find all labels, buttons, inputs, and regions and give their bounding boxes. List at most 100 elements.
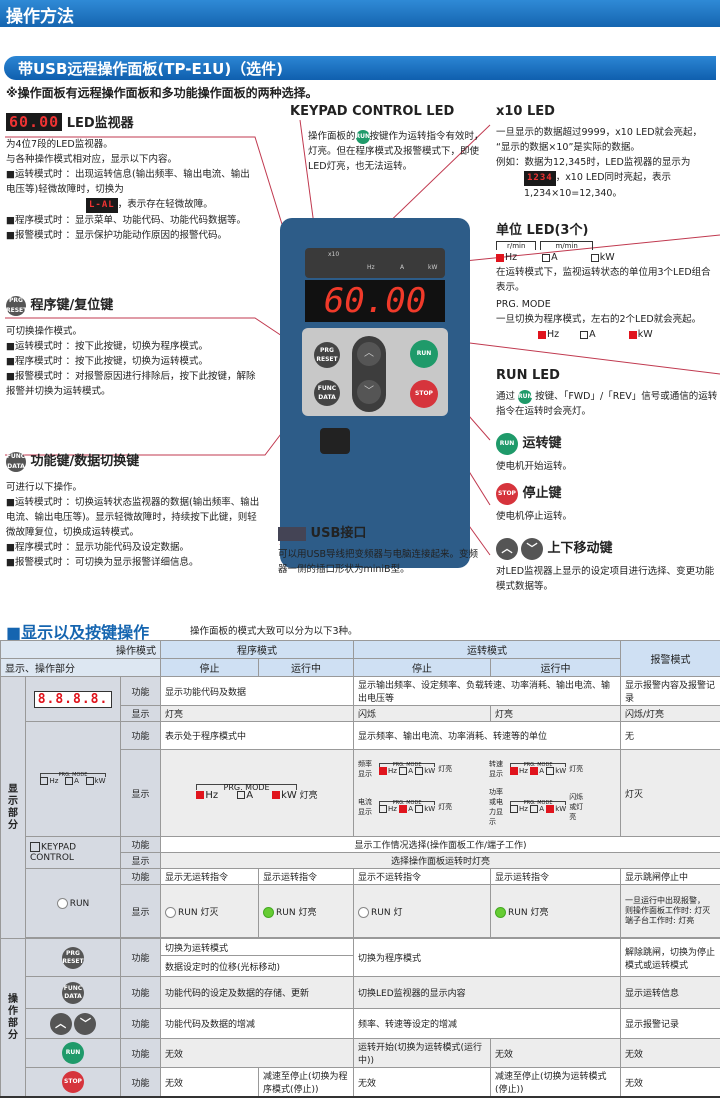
x10-example-digits: 1234 <box>524 171 556 186</box>
mode-label: ■运转模式时 ： <box>6 169 75 180</box>
mode-label: ■报警模式时 ： <box>6 557 75 568</box>
kw-led-indicator <box>629 331 637 339</box>
row-type: 功能 <box>121 677 161 706</box>
header-running: 运行中 <box>491 659 621 677</box>
cell: 频率、转速等设定的增减 <box>354 1009 621 1039</box>
table-row: ︿ ﹀功能功能代码及数据的增减频率、转速等设定的增减显示报警记录 <box>1 1009 720 1039</box>
run-key-title: 运转键 <box>523 436 562 451</box>
unit: A <box>589 329 596 340</box>
panel-display: 60.00 <box>305 280 445 322</box>
row-type: 显示 <box>121 853 161 869</box>
func-data-icon: FUNC DATA <box>62 982 84 1004</box>
cell: RUN 灯灭 <box>178 908 218 918</box>
run-led-label: RUN <box>70 899 90 909</box>
stop-button[interactable]: STOP <box>410 380 438 408</box>
up-arrow-icon: ︿ <box>50 1013 72 1035</box>
text: 对LED监视器上显示的设定项目进行选择、变更功能模式数据等。 <box>496 564 718 594</box>
usb-title: USB接口 <box>311 526 367 541</box>
updown-key-title: 上下移动键 <box>548 541 613 556</box>
cell: 减速至停止(切换为程序模式(停止)) <box>259 1068 354 1098</box>
group-operation: 操作部分 <box>1 939 26 1098</box>
cell: 端子台工作时: 灯亮 <box>625 916 716 926</box>
cell: 无效 <box>491 1039 621 1068</box>
text: 在运转模式下，监视运转状态的单位用3个LED组合表示。 <box>496 265 718 295</box>
cell: 闪烁 <box>354 706 491 722</box>
prg-reset-icon: PRG RESET <box>62 947 84 969</box>
header-mode: 操作模式 <box>1 641 161 659</box>
row-type: 显示 <box>121 706 161 722</box>
mode-label: ■运转模式时 ： <box>6 497 75 508</box>
cell: 数据设定时的位移(光标移动) <box>161 956 354 977</box>
unit-led-hz <box>379 767 387 775</box>
cell: RUN 灯 <box>371 908 402 918</box>
mode-label: ■报警模式时 ： <box>6 371 75 382</box>
updown-key-block: ︿﹀ 上下移动键 对LED监视器上显示的设定项目进行选择、变更功能模式数据等。 <box>496 537 718 594</box>
unit: kW <box>600 252 615 263</box>
run-icon: RUN <box>62 1042 84 1064</box>
up-button[interactable]: ︿ <box>357 342 381 366</box>
text: 操作面板的 <box>308 131 356 142</box>
cell: 显示跳闸停止中 <box>621 869 720 885</box>
row-type: 功能 <box>121 1009 161 1039</box>
kw-led-indicator <box>591 254 599 262</box>
header-stop: 停止 <box>161 659 259 677</box>
run-led-block: RUN LED 通过 RUN 按键、「FWD」/「REV」信号或通信的运转指令在… <box>496 368 718 419</box>
prg-mode-label: PRG. MODE <box>496 297 718 312</box>
rmin-label: r/min <box>496 241 536 250</box>
mode-text: 按下此按键，切换为程序模式。 <box>75 341 208 352</box>
case-state: 灯亮 <box>569 764 585 774</box>
unit: A <box>551 252 558 263</box>
header-prog-mode: 程序模式 <box>161 641 354 659</box>
cell: 无 <box>621 722 720 750</box>
unit-led-a <box>399 805 407 813</box>
text: 一旦显示的数据超过9999，x10 LED就会亮起， <box>496 125 718 140</box>
down-arrow-icon: ﹀ <box>74 1013 96 1035</box>
text: ，x10 LED同时亮起，表示 <box>556 172 671 183</box>
row-type: 功能 <box>121 977 161 1009</box>
case-state: 闪烁或灯亮 <box>569 792 585 822</box>
cell: 显示运转信息 <box>621 977 720 1009</box>
led-monitor-block: 60.00 LED监视器 为4位7段的LED监视器。与各种操作模式相对应，显示以… <box>6 112 256 243</box>
run-button[interactable]: RUN <box>410 340 438 368</box>
text: 1,234×10=12,340。 <box>496 186 718 201</box>
case-state: 灯亮 <box>438 764 454 774</box>
usb-port[interactable] <box>320 428 350 454</box>
usb-connector-icon <box>278 527 306 541</box>
cell: 显示报警内容及报警记录 <box>621 677 720 706</box>
x10-led: x10 <box>328 251 339 258</box>
run-key-block: RUN 运转键 使电机开始运转。 <box>496 432 718 474</box>
mode-label: ■程序模式时 ： <box>6 356 75 367</box>
run-led-title: RUN LED <box>496 368 718 383</box>
unit-led-hz <box>510 805 518 813</box>
down-button[interactable]: ﹀ <box>357 380 381 404</box>
unit-led-a <box>530 805 538 813</box>
cell: 灯亮 <box>161 706 354 722</box>
unit-led-kw <box>546 805 554 813</box>
table-row: 操作部分 PRG RESET 功能切换为运转模式切换为程序模式解除跳闸，切换为停… <box>1 939 720 956</box>
desc: 为4位7段的LED监视器。 <box>6 137 256 152</box>
cell: 功能代码及数据的增减 <box>161 1009 354 1039</box>
run-icon: RUN <box>496 433 518 455</box>
cell: 切换为程序模式 <box>354 939 621 977</box>
table-section-note: 操作面板的模式大致可以分为以下3种。 <box>190 623 358 637</box>
cell: 显示无运转指令 <box>161 869 259 885</box>
table-row: 显示部分 8.8.8.8. 功能显示功能代码及数据显示输出频率、设定频率、负载转… <box>1 677 720 706</box>
